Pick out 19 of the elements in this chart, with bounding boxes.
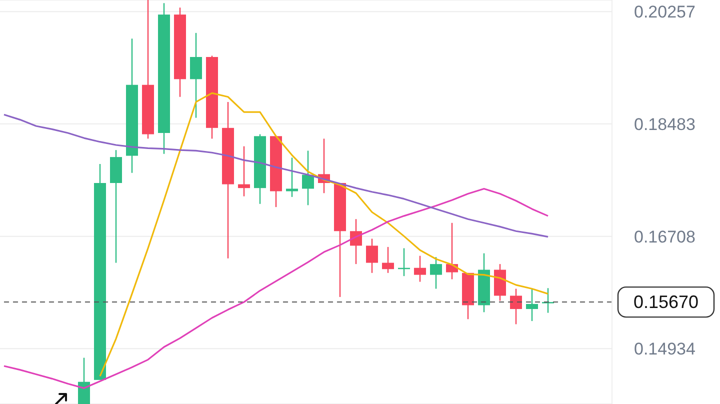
candlestick — [286, 157, 298, 198]
y-tick-label: 0.20257 — [634, 2, 696, 22]
candlestick — [510, 288, 522, 325]
y-tick-label: 0.16708 — [634, 227, 696, 246]
candlestick — [366, 238, 378, 274]
line-series — [3, 114, 549, 238]
candlestick — [414, 255, 426, 282]
ref-line-label: 0.15670 — [633, 292, 699, 312]
candlestick — [430, 256, 442, 290]
line-series — [99, 92, 549, 377]
y-tick-label: 0.14934 — [634, 340, 696, 359]
candlestick — [238, 146, 250, 197]
y-tick-label: 0.18483 — [634, 114, 696, 134]
candlestick — [526, 288, 538, 322]
candlestick — [190, 32, 202, 118]
candlestick — [302, 150, 314, 206]
candlestick — [78, 357, 90, 404]
candlestick — [542, 288, 554, 314]
candlestick — [382, 246, 394, 274]
